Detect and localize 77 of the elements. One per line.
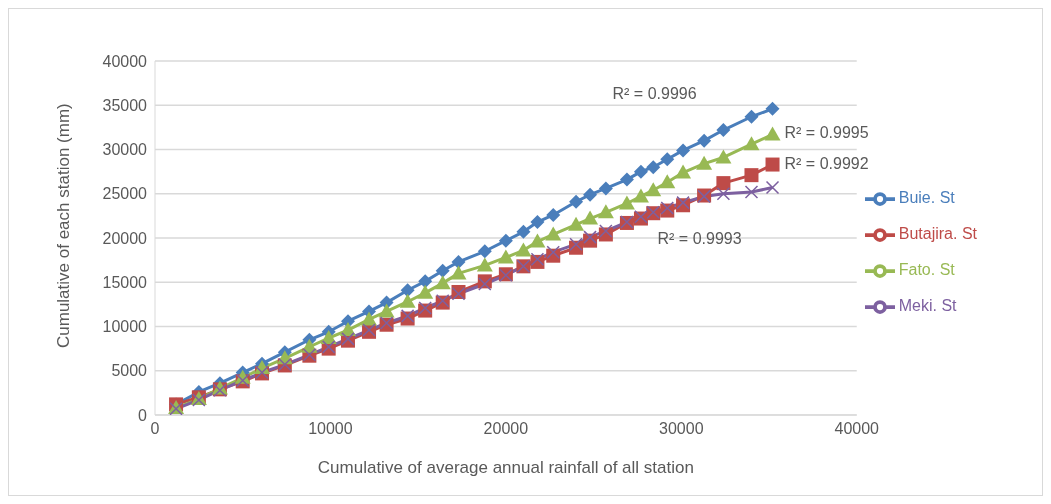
point xyxy=(744,185,759,199)
point xyxy=(515,242,532,257)
point xyxy=(451,254,466,269)
point xyxy=(400,283,415,298)
legend-label: Fato. St xyxy=(898,261,955,278)
y-tick-label: 10000 xyxy=(102,318,148,336)
point xyxy=(716,187,731,201)
point xyxy=(583,230,597,244)
point xyxy=(696,155,713,170)
point xyxy=(417,284,434,299)
y-tick-label: 15000 xyxy=(102,273,148,291)
point xyxy=(546,207,561,222)
point xyxy=(716,176,731,191)
y-tick-label: 30000 xyxy=(102,141,148,159)
point xyxy=(697,133,712,148)
point xyxy=(378,303,395,318)
y-tick-label: 40000 xyxy=(102,52,148,70)
point xyxy=(450,265,467,280)
y-tick-label: 35000 xyxy=(102,96,148,114)
point xyxy=(497,249,514,264)
y-tick-label: 0 xyxy=(138,406,148,424)
point xyxy=(619,172,634,187)
point xyxy=(569,237,583,251)
point xyxy=(435,263,450,278)
legend-label: Meki. St xyxy=(898,297,957,314)
point xyxy=(583,187,598,202)
point xyxy=(765,180,780,195)
point xyxy=(764,126,781,141)
point xyxy=(399,293,416,308)
point xyxy=(676,143,691,158)
point xyxy=(744,168,759,183)
point xyxy=(659,174,676,189)
point xyxy=(568,216,585,231)
point xyxy=(582,210,599,225)
point xyxy=(546,245,560,259)
point xyxy=(646,160,661,175)
point xyxy=(418,274,433,289)
annotation: R² = 0.9995 xyxy=(784,124,869,142)
y-tick-label: 5000 xyxy=(111,362,148,380)
point xyxy=(715,149,732,164)
point xyxy=(516,224,531,239)
y-tick-label: 20000 xyxy=(102,229,148,247)
point xyxy=(765,157,780,172)
point xyxy=(597,204,614,219)
x-tick-label: 10000 xyxy=(308,420,353,438)
point xyxy=(675,164,692,179)
point xyxy=(632,188,649,203)
y-tick-label: 25000 xyxy=(102,185,148,203)
legend-label: Butajira. St xyxy=(898,225,977,242)
point xyxy=(477,244,492,259)
legend-label: Buie. St xyxy=(898,189,955,206)
point xyxy=(744,109,759,124)
x-tick-label: 0 xyxy=(150,420,160,438)
point xyxy=(545,226,562,241)
x-tick-label: 40000 xyxy=(834,420,880,438)
point xyxy=(529,233,546,248)
point xyxy=(569,194,584,209)
point xyxy=(498,233,513,248)
annotation: R² = 0.9993 xyxy=(657,229,742,247)
x-tick-label: 30000 xyxy=(659,420,704,438)
annotation: R² = 0.9992 xyxy=(784,154,869,172)
point xyxy=(434,275,451,290)
point xyxy=(618,195,635,210)
y-axis-title: Cumulative of each station (mm) xyxy=(54,103,74,348)
point xyxy=(765,101,780,116)
point xyxy=(633,164,648,179)
x-tick-label: 20000 xyxy=(483,420,529,438)
point xyxy=(743,136,760,151)
point xyxy=(476,257,493,272)
point xyxy=(660,152,675,167)
point xyxy=(716,123,731,138)
point xyxy=(645,182,662,197)
point xyxy=(530,215,545,230)
annotation: R² = 0.9996 xyxy=(612,85,697,103)
x-axis-title: Cumulative of average annual rainfall of all station xyxy=(317,458,694,477)
point xyxy=(599,224,613,238)
point xyxy=(598,181,613,196)
